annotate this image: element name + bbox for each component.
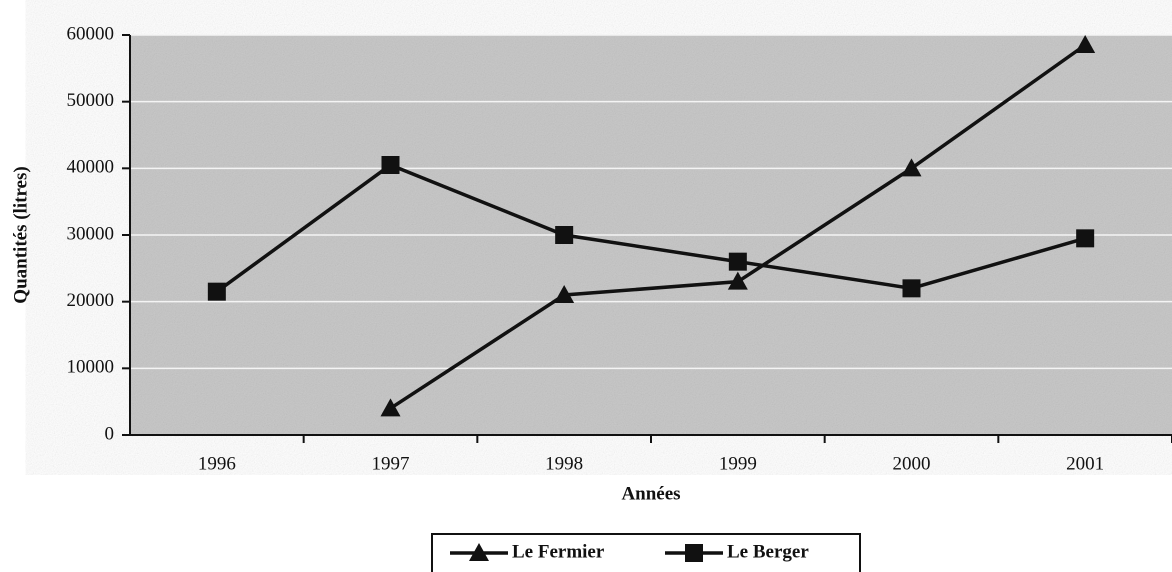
- marker-square: [381, 156, 400, 174]
- x-axis-label: Années: [621, 483, 680, 504]
- marker-square: [685, 544, 703, 562]
- x-tick-label: 2000: [893, 453, 931, 474]
- marker-square: [1076, 229, 1095, 248]
- marker-triangle: [727, 271, 748, 290]
- y-tick-label: 0: [105, 423, 115, 444]
- marker-square: [728, 252, 747, 271]
- x-tick-label: 1996: [198, 453, 236, 474]
- x-tick-label: 1998: [545, 453, 583, 474]
- marker-triangle: [469, 543, 489, 561]
- y-tick-label: 50000: [67, 90, 115, 111]
- y-tick-label: 40000: [67, 157, 115, 178]
- y-tick-label: 10000: [67, 357, 115, 378]
- x-tick-label: 2001: [1066, 453, 1104, 474]
- marker-square: [902, 279, 921, 298]
- series-line: [215, 163, 1086, 294]
- x-tick-label: 1999: [719, 453, 757, 474]
- y-axis-label: Quantités (litres): [10, 166, 31, 303]
- y-tick-label: 30000: [67, 223, 115, 244]
- x-tick-label: 1997: [372, 453, 410, 474]
- y-tick-label: 60000: [67, 23, 115, 44]
- marker-square: [555, 226, 574, 244]
- marker-triangle: [1075, 35, 1096, 53]
- marker-triangle: [554, 285, 575, 303]
- marker-triangle: [380, 398, 401, 417]
- legend-label: Le Fermier: [512, 541, 605, 562]
- y-tick-label: 20000: [67, 290, 115, 311]
- marker-square: [207, 282, 226, 301]
- marker-triangle: [901, 158, 922, 177]
- legend-label: Le Berger: [727, 541, 809, 562]
